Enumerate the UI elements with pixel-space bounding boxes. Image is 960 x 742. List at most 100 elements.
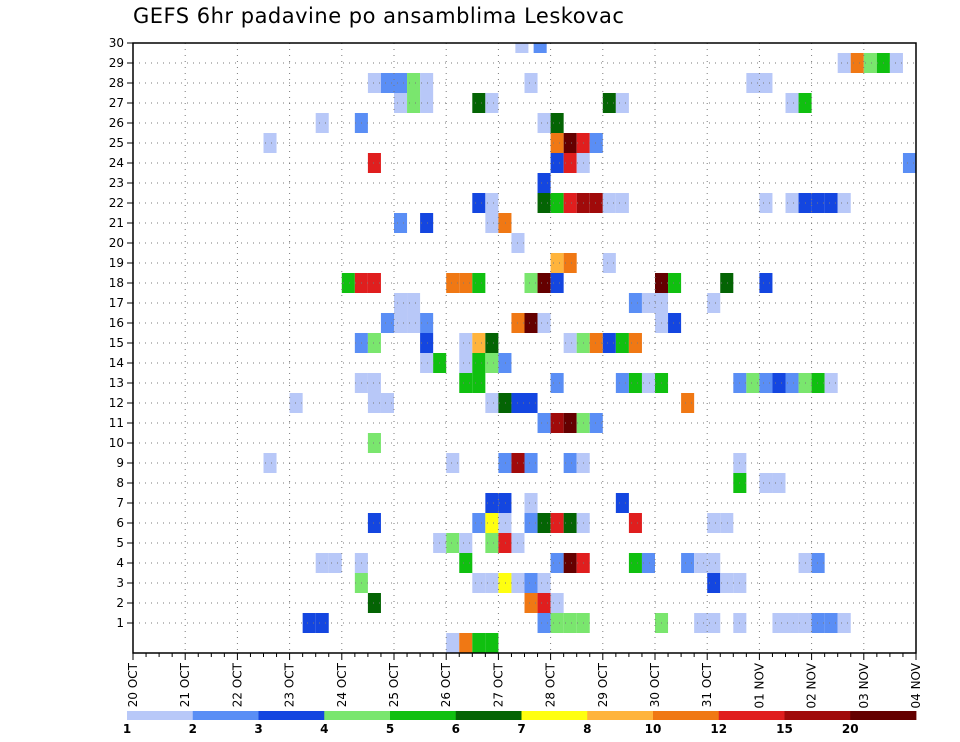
heatmap-cell [824,193,838,213]
heatmap-cell [563,153,577,173]
heatmap-cell [380,313,394,333]
heatmap-cell [485,533,499,553]
y-tick-label: 1 [116,616,124,630]
heatmap-cell [746,373,760,393]
heatmap-cell [720,513,734,533]
heatmap-cell [394,73,408,93]
x-tick-label: 30 OCT [648,662,662,707]
colorbar-swatch [390,711,457,720]
heatmap-cell [524,573,538,593]
y-axis-labels: 1234567891011121314151617181920212223242… [109,36,124,630]
x-tick-label: 03 NOV [857,662,871,708]
y-tick-label: 29 [109,56,124,70]
heatmap-cell [772,613,786,633]
heatmap-cell [563,413,577,433]
y-tick-label: 24 [109,156,124,170]
heatmap-cell [263,133,277,153]
y-tick-label: 16 [109,316,124,330]
heatmap-cell [785,373,799,393]
y-tick-label: 19 [109,256,124,270]
x-tick-label: 02 NOV [805,662,819,708]
heatmap-cell [785,613,799,633]
heatmap-cell [472,633,486,653]
heatmap-cell [628,293,642,313]
heatmap-cell [459,273,473,293]
heatmap-cell [589,333,603,353]
heatmap-cell [550,593,564,613]
heatmap-cell [459,353,473,373]
heatmap-cell [367,273,381,293]
heatmap-cells [263,43,916,653]
heatmap-cell [550,133,564,153]
heatmap-cell [472,353,486,373]
y-tick-label: 17 [109,296,124,310]
heatmap-cell [459,333,473,353]
x-tick-label: 04 NOV [909,662,923,708]
colorbar-swatch [324,711,391,720]
heatmap-cell [563,613,577,633]
colorbar-label: 4 [320,722,328,736]
heatmap-cell [367,593,381,613]
colorbar-swatch [258,711,325,720]
y-tick-label: 18 [109,276,124,290]
y-tick-label: 25 [109,136,124,150]
colorbar: 1 2 3 4 5 6 7 8 10 12 15 20 [123,711,917,736]
heatmap-cell [772,373,786,393]
heatmap-cell [315,113,329,133]
heatmap-cell [472,193,486,213]
heatmap-cell [459,373,473,393]
heatmap-cell [367,333,381,353]
heatmap-cell [889,53,903,73]
heatmap-cell [759,373,773,393]
heatmap-cell [498,453,512,473]
heatmap-cell [472,513,486,533]
heatmap-cell [850,53,864,73]
colorbar-swatch [587,711,654,720]
heatmap-cell [394,313,408,333]
heatmap-cell [380,73,394,93]
heatmap-cell [707,513,721,533]
heatmap-cell [707,293,721,313]
heatmap-cell [707,553,721,573]
heatmap-cell [315,613,329,633]
axis-ticks [127,42,917,660]
heatmap-cell [563,453,577,473]
y-tick-label: 4 [116,556,124,570]
heatmap-cell [550,373,564,393]
heatmap-cell [367,73,381,93]
x-tick-label: 23 OCT [283,662,297,707]
heatmap-cell [524,393,538,413]
heatmap-cell [537,513,551,533]
heatmap-cell [485,393,499,413]
heatmap-cell [446,453,460,473]
colorbar-swatch [192,711,259,720]
colorbar-label: 6 [452,722,460,736]
heatmap-cell [537,113,551,133]
colorbar-swatch [850,711,917,720]
heatmap-cell [485,353,499,373]
heatmap-cell [515,43,529,53]
heatmap-cell [615,333,629,353]
heatmap-cell [681,393,695,413]
heatmap-cell [746,73,760,93]
heatmap-cell [263,453,277,473]
heatmap-cell [589,193,603,213]
colorbar-label: 15 [776,722,793,736]
heatmap-cell [863,53,877,73]
heatmap-cell [628,553,642,573]
heatmap-cell [550,413,564,433]
heatmap-cell [811,553,825,573]
chart-title: GEFS 6hr padavine po ansamblima Leskovac [133,4,625,28]
colorbar-label: 20 [842,722,859,736]
heatmap-cell [537,593,551,613]
heatmap-cell [394,213,408,233]
heatmap-cell [524,493,538,513]
heatmap-cell [367,153,381,173]
heatmap-cell [681,553,695,573]
y-tick-label: 14 [109,356,124,370]
colorbar-label: 12 [710,722,727,736]
heatmap-cell [367,373,381,393]
heatmap-cell [341,273,355,293]
y-tick-label: 26 [109,116,124,130]
